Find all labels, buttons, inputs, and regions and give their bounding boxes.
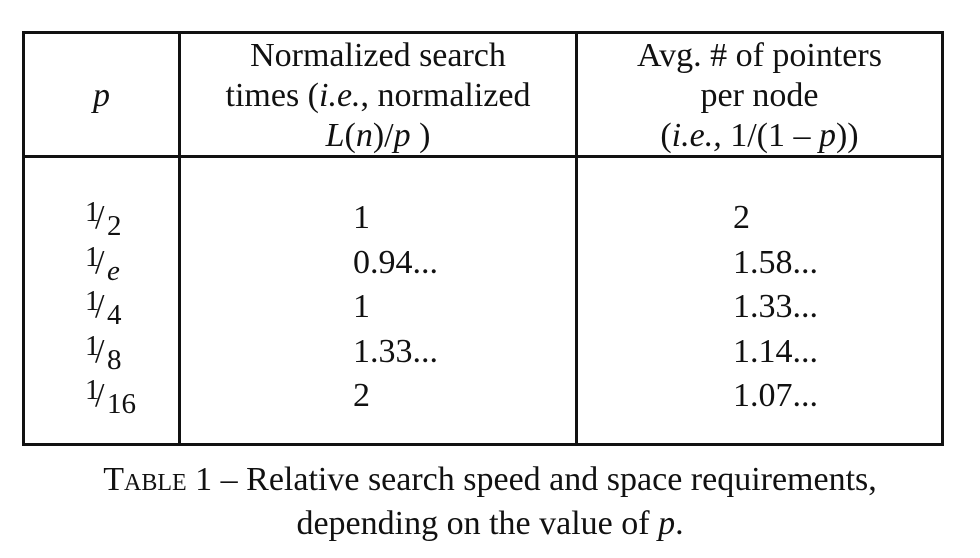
table-caption: Table 1 – Relative search speed and spac… xyxy=(0,458,980,546)
header-pointers-line3: (i.e., 1/(1 – p)) xyxy=(660,117,859,154)
search-time-value: 1 xyxy=(353,288,370,325)
data-table: p Normalized search times (i.e., normali… xyxy=(22,31,944,446)
p-column: 1/2 1/e 1/4 1/8 1/16 xyxy=(85,196,165,420)
caption-line2: depending on the value of p. xyxy=(296,505,684,542)
pointers-value: 1.33... xyxy=(733,288,818,325)
search-time-value: 1.33... xyxy=(353,332,438,370)
header-pointers-line1: Avg. # of pointers xyxy=(637,37,882,74)
caption-line1: Table 1 – Relative search speed and spac… xyxy=(103,461,877,498)
header-search-line2: times (i.e., normalized xyxy=(225,77,531,114)
column-divider-1 xyxy=(178,34,181,443)
pointers-value: 1.14... xyxy=(733,332,818,370)
search-time-value: 2 xyxy=(353,377,370,414)
search-time-value: 1 xyxy=(353,199,370,236)
pointers-column: 2 1.58... 1.33... 1.14... 1.07... xyxy=(733,196,883,419)
header-search-line3: L(n)/p ) xyxy=(325,117,431,154)
pointers-value: 2 xyxy=(733,199,750,236)
column-divider-2 xyxy=(575,34,578,443)
header-pointers-line2: per node xyxy=(700,77,819,114)
header-search-line1: Normalized search xyxy=(250,37,506,74)
header-p-text: p xyxy=(93,77,110,114)
header-divider xyxy=(25,155,941,158)
header-search-times: Normalized search times (i.e., normalize… xyxy=(181,34,575,158)
p-value: 1/16 xyxy=(85,374,136,420)
p-value: 1/2 xyxy=(85,196,122,242)
header-pointers: Avg. # of pointers per node (i.e., 1/(1 … xyxy=(578,34,941,158)
header-p: p xyxy=(25,34,178,158)
search-times-column: 1 0.94... 1 1.33... 2 xyxy=(353,196,503,419)
search-time-value: 0.94... xyxy=(353,243,438,281)
p-value: 1/8 xyxy=(85,329,122,376)
pointers-value: 1.07... xyxy=(733,377,818,414)
p-value: 1/e xyxy=(85,240,120,287)
caption-label: Table 1 xyxy=(103,461,213,498)
p-value: 1/4 xyxy=(85,285,122,331)
pointers-value: 1.58... xyxy=(733,243,818,281)
